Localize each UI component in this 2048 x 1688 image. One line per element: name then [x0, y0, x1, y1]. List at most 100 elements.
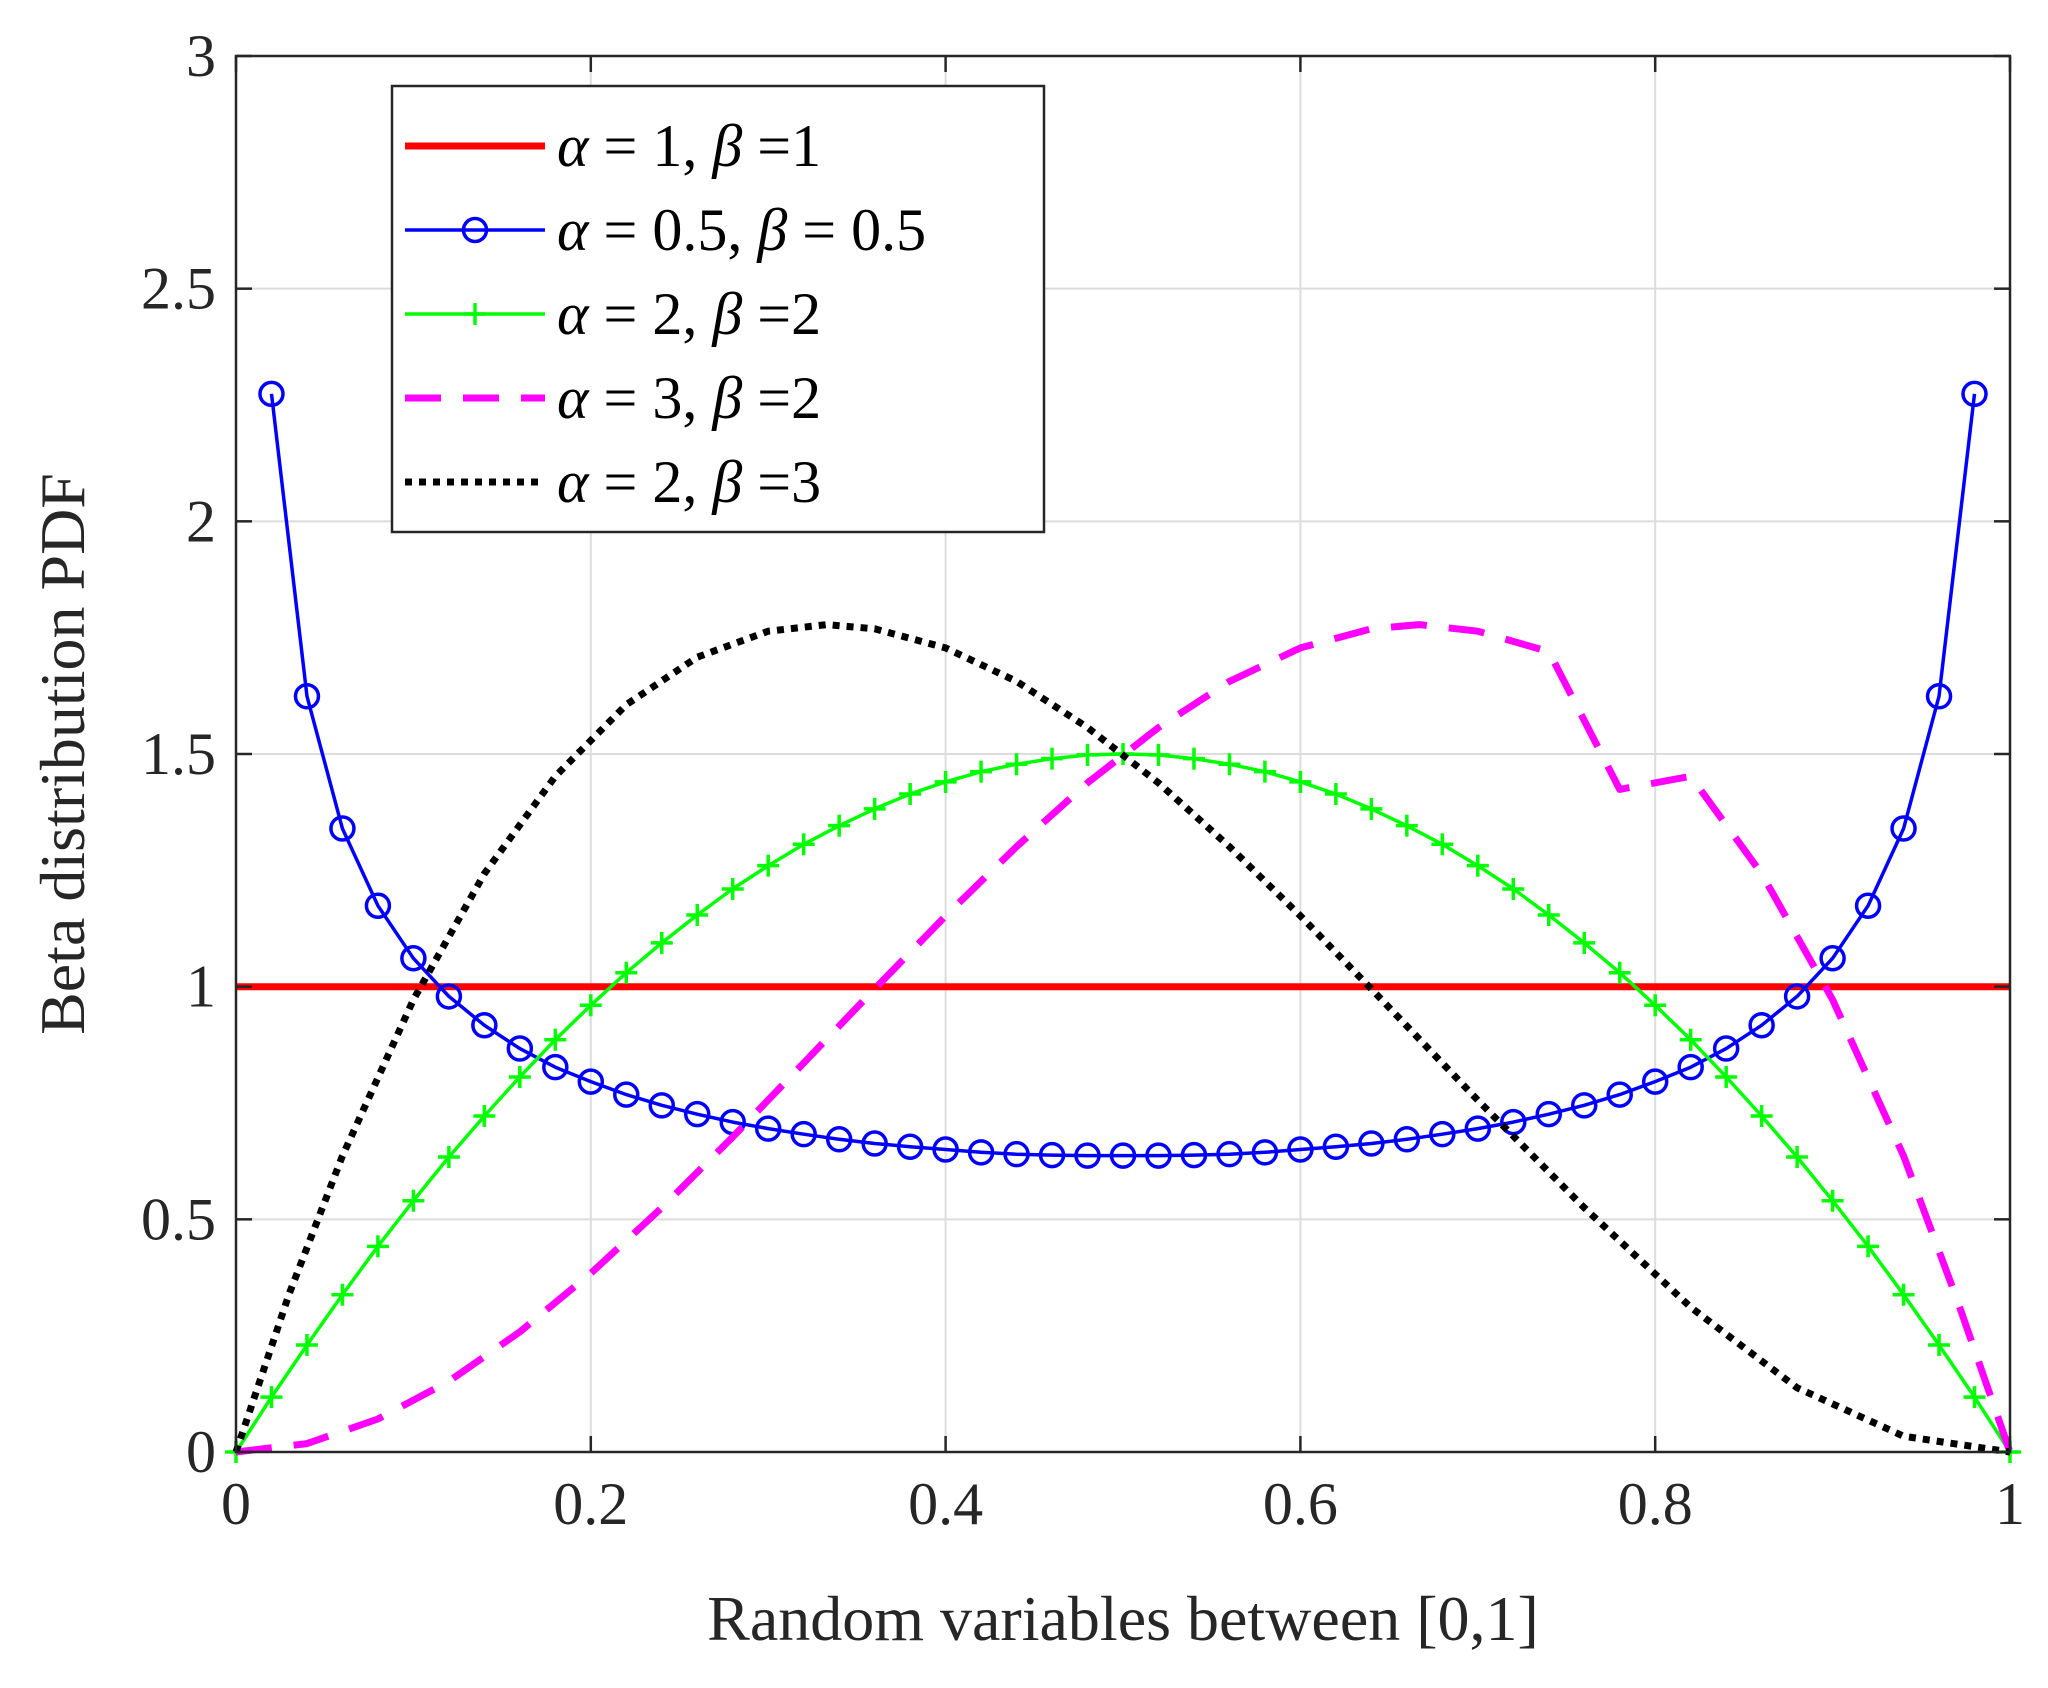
data-point-circle	[1074, 1142, 1101, 1169]
y-tick-label: 0	[186, 1419, 216, 1485]
legend-box	[390, 84, 1046, 534]
data-point-circle	[1712, 1035, 1740, 1062]
data-point-plus	[1715, 1065, 1738, 1088]
data-point-plus	[863, 797, 886, 820]
data-point-circle	[258, 380, 285, 408]
y-tick-label: 3	[186, 23, 216, 89]
data-point-plus	[1963, 1386, 1986, 1409]
data-point-plus	[1857, 1235, 1880, 1258]
x-tick-label: 0.2	[553, 1471, 628, 1537]
data-point-plus	[366, 1235, 389, 1258]
data-point-circle	[1003, 1140, 1030, 1168]
legend-entry-a1-b1: α = 1, β =1	[405, 113, 821, 179]
data-point-plus	[464, 303, 486, 325]
data-point-circle	[861, 1130, 888, 1157]
data-point-circle	[542, 1053, 569, 1081]
data-point-circle	[1429, 1120, 1456, 1148]
data-point-circle	[1216, 1140, 1243, 1168]
data-point-plus	[295, 1333, 318, 1356]
ticks	[234, 54, 2012, 1454]
y-tick-label: 2	[186, 488, 216, 554]
data-point-plus	[402, 1189, 425, 1212]
x-tick-label: 0	[221, 1471, 251, 1537]
data-point-circle	[1109, 1142, 1137, 1169]
data-point-circle	[461, 216, 489, 244]
data-point-circle	[1535, 1100, 1563, 1128]
data-point-plus	[1041, 747, 1064, 770]
data-point-circle	[1393, 1126, 1421, 1153]
series-layer	[225, 380, 2021, 1463]
data-point-plus	[686, 904, 709, 927]
tick-labels: 0 0.2 0.4 0.6 0.8 1 0 0.5 1 1.5 2 2.5 3	[141, 23, 2025, 1537]
data-point-circle	[1854, 892, 1882, 919]
data-point-circle	[1890, 815, 1917, 842]
data-point-plus	[331, 1283, 354, 1306]
data-point-circle	[1145, 1142, 1172, 1169]
data-point-circle	[1180, 1141, 1208, 1169]
data-point-plus	[1608, 961, 1631, 984]
data-point-plus	[1821, 1189, 1844, 1212]
data-point-circle	[1925, 683, 1953, 710]
legend-label: α = 2, β =2	[557, 281, 821, 347]
data-point-circle	[1677, 1053, 1704, 1081]
data-point-circle	[1358, 1130, 1385, 1157]
data-point-circle	[364, 892, 392, 919]
data-point-circle	[1748, 1012, 1775, 1039]
data-point-circle	[683, 1100, 711, 1128]
data-point-plus	[934, 770, 957, 793]
legend-label: α = 2, β =3	[557, 449, 821, 515]
data-point-plus	[1076, 743, 1099, 766]
data-point-plus	[544, 1028, 567, 1051]
x-axis-label: Random variables between [0,1]	[707, 1583, 1539, 1654]
data-point-plus	[1431, 833, 1454, 856]
data-point-circle	[506, 1035, 534, 1062]
data-point-plus	[508, 1065, 531, 1088]
data-point-plus	[1573, 931, 1596, 954]
data-point-plus	[1253, 760, 1276, 783]
data-point-plus	[1502, 877, 1525, 900]
data-point-circle	[1500, 1108, 1527, 1136]
data-point-circle	[613, 1081, 640, 1108]
data-point-plus	[437, 1145, 460, 1168]
y-tick-label: 2.5	[141, 256, 216, 322]
y-tick-label: 1	[186, 954, 216, 1020]
data-point-circle	[1819, 945, 1846, 972]
data-point-plus	[899, 783, 922, 806]
data-point-plus	[1324, 783, 1347, 806]
data-point-circle	[1287, 1136, 1314, 1163]
data-point-plus	[1182, 747, 1205, 770]
data-point-circle	[790, 1120, 817, 1148]
data-point-plus	[721, 877, 744, 900]
y-tick-label: 0.5	[141, 1186, 216, 1252]
data-point-circle	[329, 815, 356, 842]
data-point-plus	[579, 994, 602, 1017]
data-point-circle	[1606, 1081, 1633, 1108]
x-tick-label: 0.4	[908, 1471, 983, 1537]
data-point-plus	[1892, 1283, 1915, 1306]
data-point-plus	[1360, 797, 1383, 820]
series-a2-b3	[232, 621, 2011, 1456]
data-point-circle	[577, 1068, 605, 1095]
data-point-circle	[435, 983, 463, 1010]
legend-label: α = 0.5, β = 0.5	[557, 197, 926, 263]
data-point-circle	[1251, 1139, 1279, 1166]
y-axis-label: Beta distribution PDF	[27, 473, 98, 1035]
data-point-circle	[825, 1126, 853, 1153]
data-point-circle	[1641, 1068, 1669, 1095]
series-a05-b05	[258, 380, 1988, 1169]
data-point-plus	[1679, 1028, 1702, 1051]
legend-entry-a05-b05: α = 0.5, β = 0.5	[405, 197, 926, 263]
x-tick-label: 0.6	[1263, 1471, 1338, 1537]
data-point-plus	[1537, 904, 1560, 927]
data-point-circle	[967, 1139, 995, 1166]
legend-label: α = 1, β =1	[557, 113, 821, 179]
legend-entry-a2-b2: α = 2, β =2	[405, 281, 821, 347]
data-point-plus	[1395, 814, 1418, 837]
y-tick-label: 1.5	[141, 721, 216, 787]
data-point-circle	[1038, 1141, 1066, 1169]
series-line	[232, 621, 2011, 1456]
data-point-plus	[757, 854, 780, 877]
x-tick-label: 1	[1995, 1471, 2025, 1537]
data-point-plus	[1644, 994, 1667, 1017]
